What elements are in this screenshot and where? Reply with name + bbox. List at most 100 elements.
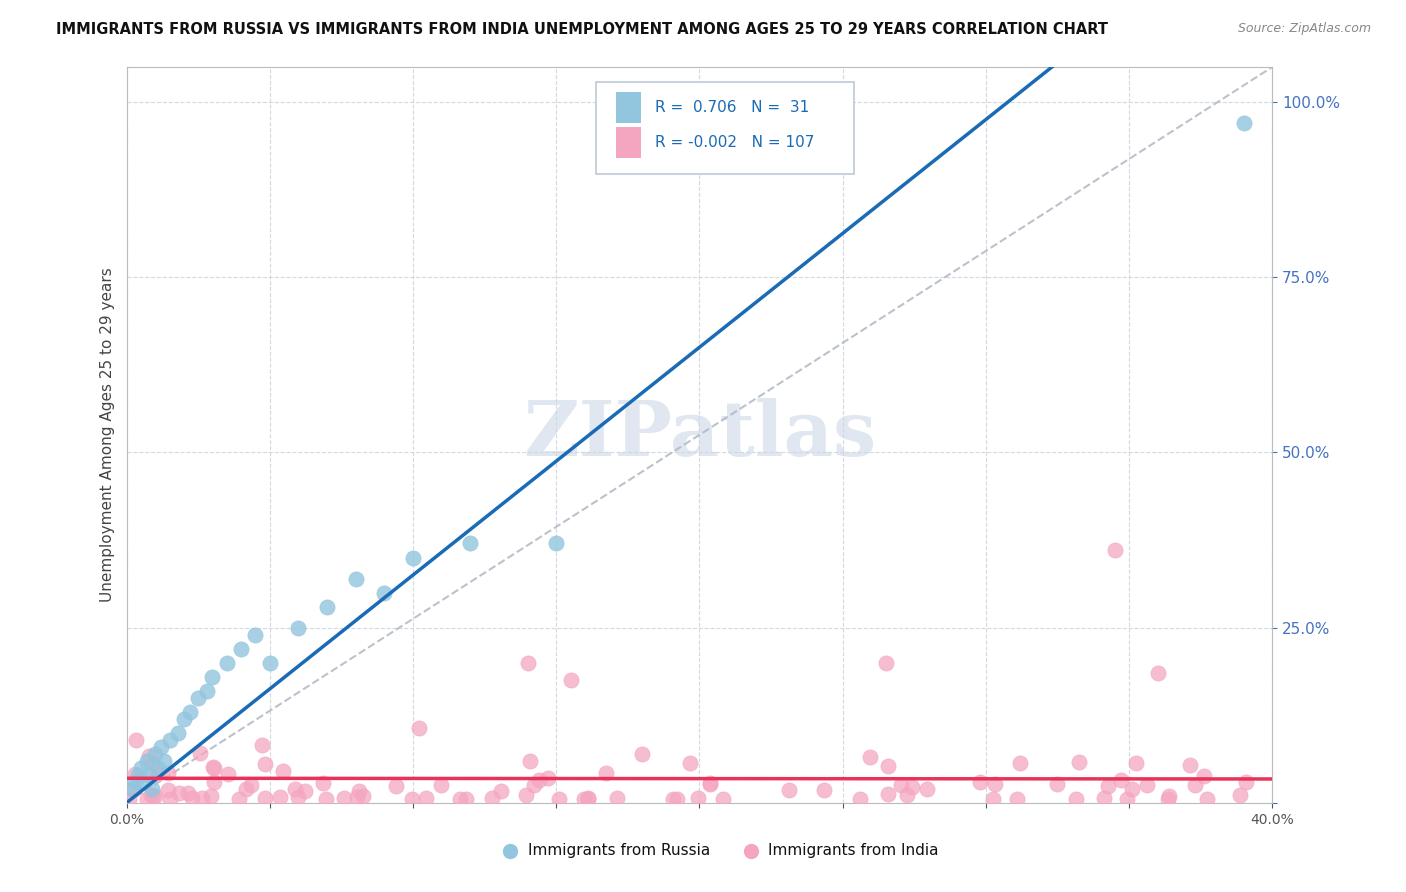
Point <box>1121 781 1143 796</box>
Point <box>202 761 225 775</box>
Point <box>201 760 224 774</box>
Point <box>875 656 897 670</box>
Point <box>877 787 900 801</box>
Text: IMMIGRANTS FROM RUSSIA VS IMMIGRANTS FROM INDIA UNEMPLOYMENT AMONG AGES 25 TO 29: IMMIGRANTS FROM RUSSIA VS IMMIGRANTS FRO… <box>56 22 1108 37</box>
Point <box>408 722 430 736</box>
Point <box>1184 778 1206 792</box>
Point <box>344 572 367 586</box>
Point <box>287 621 309 635</box>
Point <box>239 778 262 792</box>
Point <box>679 756 702 770</box>
Point <box>287 789 309 804</box>
Point <box>142 789 165 803</box>
Point <box>118 792 141 806</box>
Point <box>294 783 316 797</box>
Point <box>688 791 710 805</box>
Point <box>516 656 538 670</box>
Point <box>195 683 218 698</box>
Point <box>146 761 169 775</box>
Point <box>201 670 224 684</box>
Point <box>547 792 569 806</box>
Point <box>215 656 238 670</box>
Point <box>981 792 1004 806</box>
Point <box>177 786 200 800</box>
Point <box>129 761 152 775</box>
Point <box>527 772 550 787</box>
Point <box>969 775 991 789</box>
Point <box>149 739 172 754</box>
Point <box>572 792 595 806</box>
Text: Source: ZipAtlas.com: Source: ZipAtlas.com <box>1237 22 1371 36</box>
Point <box>245 627 267 641</box>
Point <box>159 792 181 806</box>
Point <box>125 733 148 747</box>
Point <box>135 792 157 806</box>
Point <box>1136 778 1159 792</box>
Text: R =  0.706   N =  31: R = 0.706 N = 31 <box>655 100 808 115</box>
Y-axis label: Unemployment Among Ages 25 to 29 years: Unemployment Among Ages 25 to 29 years <box>100 268 115 602</box>
Point <box>141 781 163 796</box>
Point <box>1157 789 1180 803</box>
Point <box>515 788 537 802</box>
Point <box>122 783 145 797</box>
Point <box>190 791 212 805</box>
Point <box>454 792 477 806</box>
Point <box>665 792 688 806</box>
Point <box>179 705 201 719</box>
Point <box>385 780 408 794</box>
Point <box>1097 780 1119 794</box>
Point <box>152 754 174 768</box>
Point <box>139 788 162 802</box>
Point <box>138 749 160 764</box>
Point <box>560 673 582 688</box>
Point <box>1069 756 1091 770</box>
Point <box>315 792 337 806</box>
Point <box>259 656 281 670</box>
Text: Immigrants from Russia: Immigrants from Russia <box>527 843 710 858</box>
Point <box>252 739 274 753</box>
Point <box>415 791 437 805</box>
Point <box>284 782 307 797</box>
Point <box>347 784 370 798</box>
Point <box>1109 773 1132 788</box>
Point <box>849 792 872 806</box>
Text: ZIPatlas: ZIPatlas <box>523 398 876 472</box>
Point <box>402 550 425 565</box>
FancyBboxPatch shape <box>596 81 855 174</box>
Point <box>576 792 599 806</box>
Point <box>984 777 1007 791</box>
Point <box>167 725 190 739</box>
Point <box>1116 792 1139 806</box>
Point <box>1092 791 1115 805</box>
Point <box>699 777 721 791</box>
Point <box>481 791 503 805</box>
Point <box>1233 116 1256 130</box>
Point <box>699 776 721 790</box>
Point <box>173 712 195 726</box>
Point <box>167 786 190 800</box>
Point <box>200 789 222 803</box>
Point <box>143 747 166 761</box>
Point <box>890 778 912 792</box>
Point <box>1125 756 1147 770</box>
Point <box>1005 792 1028 806</box>
Point <box>146 767 169 781</box>
Point <box>228 792 250 806</box>
Point <box>536 771 558 785</box>
Point <box>401 792 423 806</box>
Point <box>253 790 276 805</box>
Point <box>458 536 481 550</box>
Point <box>235 782 257 797</box>
Point <box>491 783 513 797</box>
Point <box>142 756 165 771</box>
Point <box>159 732 181 747</box>
Point <box>1195 792 1218 806</box>
Point <box>595 766 617 780</box>
Point <box>711 792 734 806</box>
Point <box>576 790 599 805</box>
Point <box>901 780 924 794</box>
Point <box>346 789 368 804</box>
Point <box>1046 777 1069 791</box>
Point <box>1157 792 1180 806</box>
Point <box>202 774 225 789</box>
